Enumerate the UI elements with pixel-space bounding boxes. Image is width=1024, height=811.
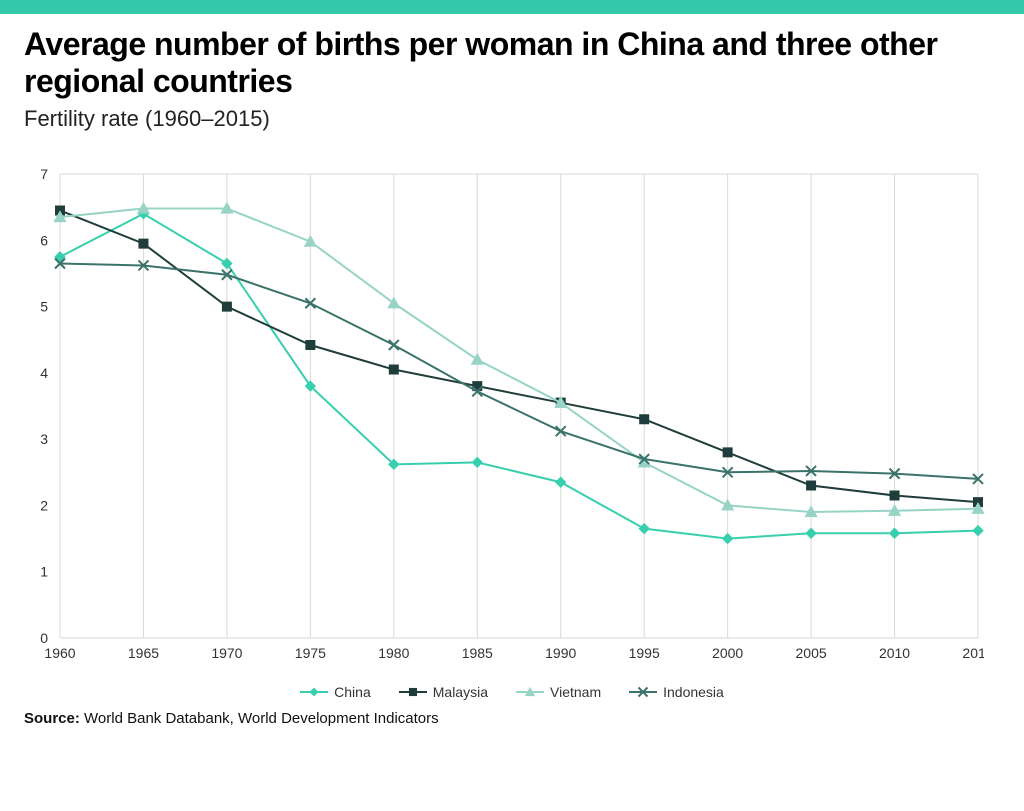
x-tick-label: 1970: [211, 645, 242, 661]
legend-item-vietnam: Vietnam: [516, 684, 601, 700]
legend-label: China: [334, 684, 371, 700]
chart-subtitle: Fertility rate (1960–2015): [24, 106, 1000, 132]
x-tick-label: 1985: [462, 645, 493, 661]
marker-square-icon: [139, 239, 148, 248]
marker-square-icon: [640, 414, 649, 423]
x-tick-label: 1965: [128, 645, 159, 661]
x-tick-label: 1960: [44, 645, 75, 661]
line-chart: 1960 1965 1970 1975 1980 1985 1990 1995 2000 2005…: [24, 168, 984, 668]
legend-item-indonesia: Indonesia: [629, 684, 724, 700]
x-tick-label: 2005: [796, 645, 827, 661]
y-tick-label: 5: [40, 298, 48, 314]
legend-swatch: [300, 685, 328, 699]
marker-square-icon: [222, 302, 231, 311]
source-text: World Bank Databank, World Development I…: [84, 710, 439, 727]
legend-swatch: [399, 685, 427, 699]
legend-item-china: China: [300, 684, 371, 700]
marker-square-icon: [807, 481, 816, 490]
chart-container: 1960 1965 1970 1975 1980 1985 1990 1995 2000 2005…: [24, 168, 1000, 668]
source-label: Source:: [24, 710, 80, 727]
legend-label: Vietnam: [550, 684, 601, 700]
chart-source: Source: World Bank Databank, World Devel…: [0, 700, 1024, 727]
x-tick-label: 1980: [378, 645, 409, 661]
x-tick-label: 2015: [962, 645, 984, 661]
legend-item-malaysia: Malaysia: [399, 684, 488, 700]
x-tick-label: 1990: [545, 645, 576, 661]
marker-square-icon: [890, 491, 899, 500]
legend-swatch: [629, 685, 657, 699]
legend-label: Malaysia: [433, 684, 488, 700]
top-accent-bar: [0, 0, 1024, 14]
legend-swatch: [516, 685, 544, 699]
x-tick-label: 2000: [712, 645, 743, 661]
x-tick-label: 1995: [629, 645, 660, 661]
chart-legend: China Malaysia Vietnam Indonesia: [0, 684, 1024, 700]
legend-label: Indonesia: [663, 684, 724, 700]
chart-title: Average number of births per woman in Ch…: [24, 26, 1000, 100]
x-tick-label: 2010: [879, 645, 910, 661]
y-tick-label: 3: [40, 431, 48, 447]
marker-square-icon: [723, 447, 732, 456]
y-tick-label: 7: [40, 168, 48, 182]
x-tick-label: 1975: [295, 645, 326, 661]
y-tick-label: 6: [40, 232, 48, 248]
y-tick-label: 0: [40, 630, 48, 646]
y-tick-label: 4: [40, 364, 48, 380]
marker-square-icon: [306, 340, 315, 349]
marker-square-icon: [389, 365, 398, 374]
y-tick-label: 1: [40, 563, 48, 579]
chart-header: Average number of births per woman in Ch…: [0, 14, 1024, 132]
y-tick-label: 2: [40, 497, 48, 513]
